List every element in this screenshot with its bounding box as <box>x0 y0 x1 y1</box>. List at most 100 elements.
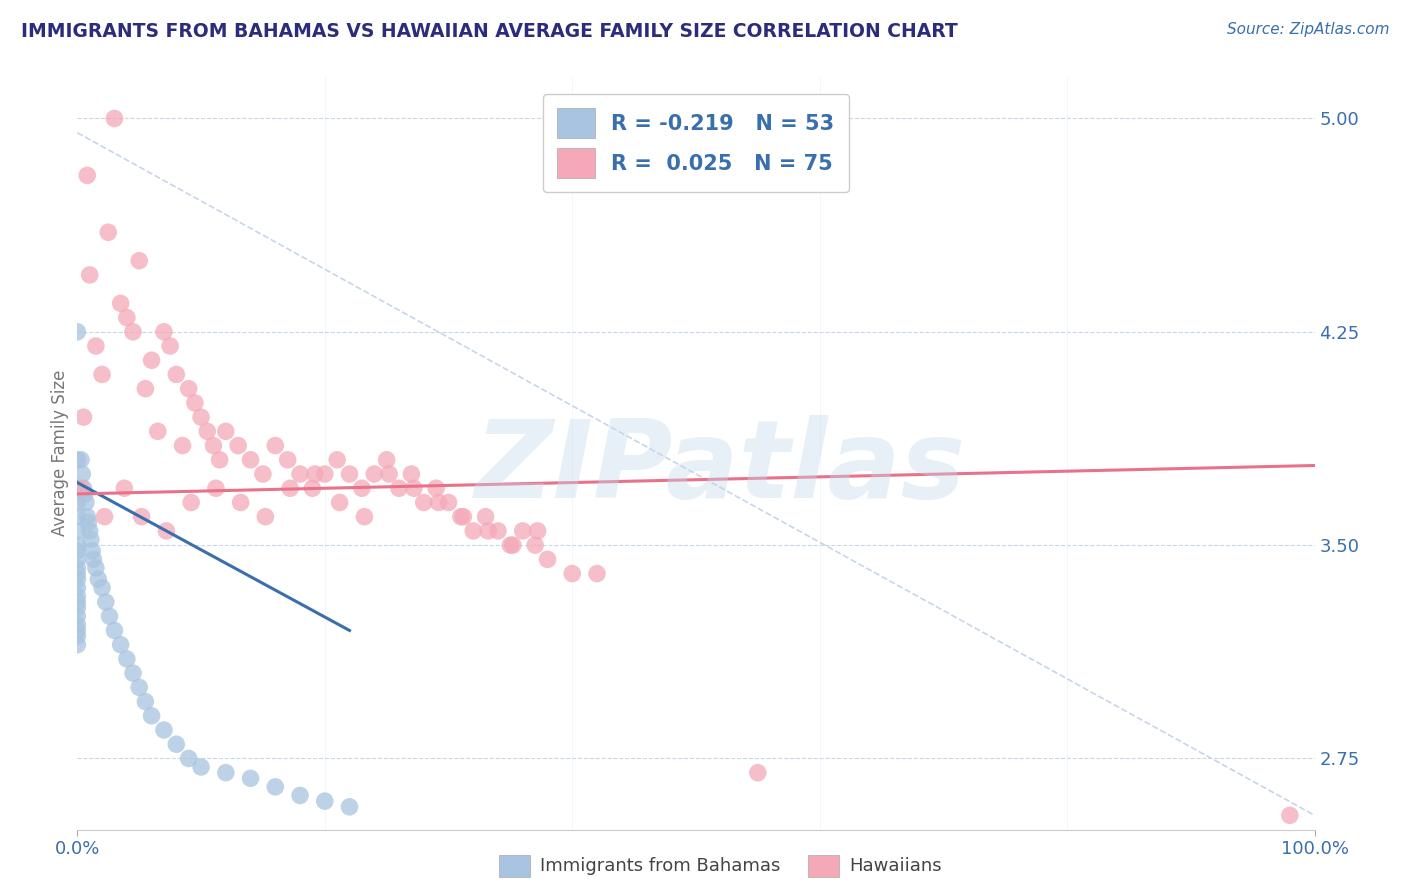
Point <box>215 765 238 780</box>
Point <box>128 253 150 268</box>
Point <box>79 524 101 538</box>
Point <box>66 561 89 575</box>
Point <box>512 524 534 538</box>
Point <box>288 467 311 481</box>
Point <box>87 572 110 586</box>
Point <box>412 495 434 509</box>
Point <box>66 452 89 467</box>
Text: ZIPatlas: ZIPatlas <box>475 415 966 521</box>
Point <box>363 467 385 481</box>
Point <box>66 590 89 604</box>
Point <box>66 538 89 552</box>
Point <box>75 495 97 509</box>
Point <box>586 566 609 581</box>
Point <box>66 572 89 586</box>
Point <box>502 538 524 552</box>
Point <box>72 467 94 481</box>
Point <box>339 467 361 481</box>
Point <box>450 509 472 524</box>
Point <box>115 652 138 666</box>
Point <box>141 353 163 368</box>
Point <box>402 481 425 495</box>
Point <box>66 624 89 638</box>
Point <box>239 452 262 467</box>
Text: IMMIGRANTS FROM BAHAMAS VS HAWAIIAN AVERAGE FAMILY SIZE CORRELATION CHART: IMMIGRANTS FROM BAHAMAS VS HAWAIIAN AVER… <box>21 22 957 41</box>
Point <box>134 382 156 396</box>
Point <box>77 516 100 530</box>
Point <box>122 666 145 681</box>
Point <box>301 481 323 495</box>
Point <box>202 439 225 453</box>
Point <box>304 467 326 481</box>
Point <box>103 624 125 638</box>
Point <box>70 481 93 495</box>
Point <box>277 452 299 467</box>
Point <box>314 467 336 481</box>
Point <box>66 617 89 632</box>
Point <box>73 487 96 501</box>
Point <box>208 452 231 467</box>
Point <box>190 410 212 425</box>
Point <box>82 544 104 558</box>
Point <box>84 339 107 353</box>
Text: Hawaiians: Hawaiians <box>849 857 942 875</box>
Point <box>437 495 460 509</box>
FancyBboxPatch shape <box>808 855 839 878</box>
FancyBboxPatch shape <box>499 855 530 878</box>
Point <box>155 524 177 538</box>
Text: Source: ZipAtlas.com: Source: ZipAtlas.com <box>1226 22 1389 37</box>
Point <box>115 310 138 325</box>
Point <box>165 737 187 751</box>
Point <box>474 509 496 524</box>
Point <box>66 495 89 509</box>
Point <box>103 112 125 126</box>
Point <box>110 296 132 310</box>
Point <box>177 382 200 396</box>
Point <box>215 425 238 439</box>
Point <box>66 481 89 495</box>
Y-axis label: Average Family Size: Average Family Size <box>51 369 69 536</box>
Point <box>141 708 163 723</box>
Point <box>226 439 249 453</box>
Point <box>98 609 121 624</box>
Point <box>526 524 548 538</box>
Point <box>329 495 352 509</box>
Point <box>252 467 274 481</box>
Point <box>427 495 450 509</box>
Point <box>66 509 89 524</box>
Point <box>84 561 107 575</box>
Point <box>66 544 89 558</box>
Point <box>94 595 117 609</box>
Point <box>184 396 207 410</box>
Point <box>239 772 262 786</box>
Point <box>76 509 98 524</box>
Point <box>110 638 132 652</box>
Legend: R = -0.219   N = 53, R =  0.025   N = 75: R = -0.219 N = 53, R = 0.025 N = 75 <box>543 94 849 193</box>
Point <box>66 600 89 615</box>
Point <box>375 452 398 467</box>
Point <box>499 538 522 552</box>
Point <box>353 509 375 524</box>
Point <box>172 439 194 453</box>
Point <box>66 325 89 339</box>
Point <box>264 780 287 794</box>
Point <box>76 169 98 183</box>
Point <box>350 481 373 495</box>
Point <box>561 566 583 581</box>
Point <box>146 425 169 439</box>
Point <box>131 509 153 524</box>
Point <box>91 368 114 382</box>
Point <box>195 425 218 439</box>
Point <box>72 481 94 495</box>
Point <box>79 268 101 282</box>
Point <box>401 467 423 481</box>
Point <box>66 629 89 643</box>
Point <box>229 495 252 509</box>
Point <box>278 481 301 495</box>
Point <box>264 439 287 453</box>
Point <box>205 481 228 495</box>
Point <box>190 760 212 774</box>
Point <box>112 481 135 495</box>
Point <box>97 225 120 239</box>
Text: Immigrants from Bahamas: Immigrants from Bahamas <box>540 857 780 875</box>
